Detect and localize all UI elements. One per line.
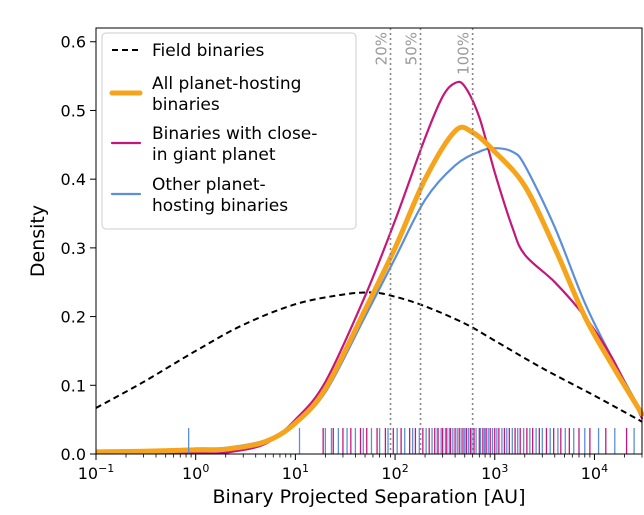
x-tick-label: 101 <box>282 462 309 483</box>
legend-label-binaries-with-close-in-giant-planet: Binaries with close-in giant planet <box>152 124 317 165</box>
y-tick-label: 0.2 <box>61 308 86 327</box>
percentile-lines: 20% 50% 100% <box>373 28 474 454</box>
legend: Field binaries All planet-hosting binaries… <box>101 32 357 230</box>
series-line-field-binaries <box>96 291 643 423</box>
percentile-label: 20% <box>373 32 391 65</box>
y-tick-label: 0.0 <box>61 445 86 464</box>
x-axis-ticks: 10−1 100 101 102 103 104 <box>78 454 643 483</box>
percentile-label: 100% <box>455 32 473 75</box>
y-tick-label: 0.5 <box>61 101 86 120</box>
legend-label-all-planet-hosting-binaries: All planet-hosting binaries <box>152 74 301 115</box>
x-axis-label: Binary Projected Separation [AU] <box>213 486 526 508</box>
x-tick-label: 102 <box>381 462 408 483</box>
x-tick-label: 104 <box>581 462 608 483</box>
y-tick-label: 0.4 <box>61 170 86 189</box>
legend-box <box>101 32 357 230</box>
plot-frame <box>95 27 643 455</box>
legend-label-other-planet-hosting-binaries: Other planet-hosting binaries <box>152 175 288 216</box>
y-axis-ticks: 0.0 0.1 0.2 0.3 0.4 0.5 0.6 <box>61 33 96 464</box>
y-tick-label: 0.3 <box>61 239 86 258</box>
percentile-label: 50% <box>403 32 421 65</box>
series-line-all-planet-hosting-binaries <box>96 124 644 454</box>
y-tick-label: 0.6 <box>61 33 86 52</box>
rug-plot <box>188 428 635 454</box>
y-tick-label: 0.1 <box>61 376 86 395</box>
curves-layer <box>96 80 644 454</box>
y-axis-label: Density <box>27 205 49 277</box>
x-tick-label: 10−1 <box>78 462 115 483</box>
x-tick-label: 100 <box>182 462 209 483</box>
x-tick-label: 103 <box>481 462 508 483</box>
legend-label-field-binaries: Field binaries <box>152 41 265 61</box>
